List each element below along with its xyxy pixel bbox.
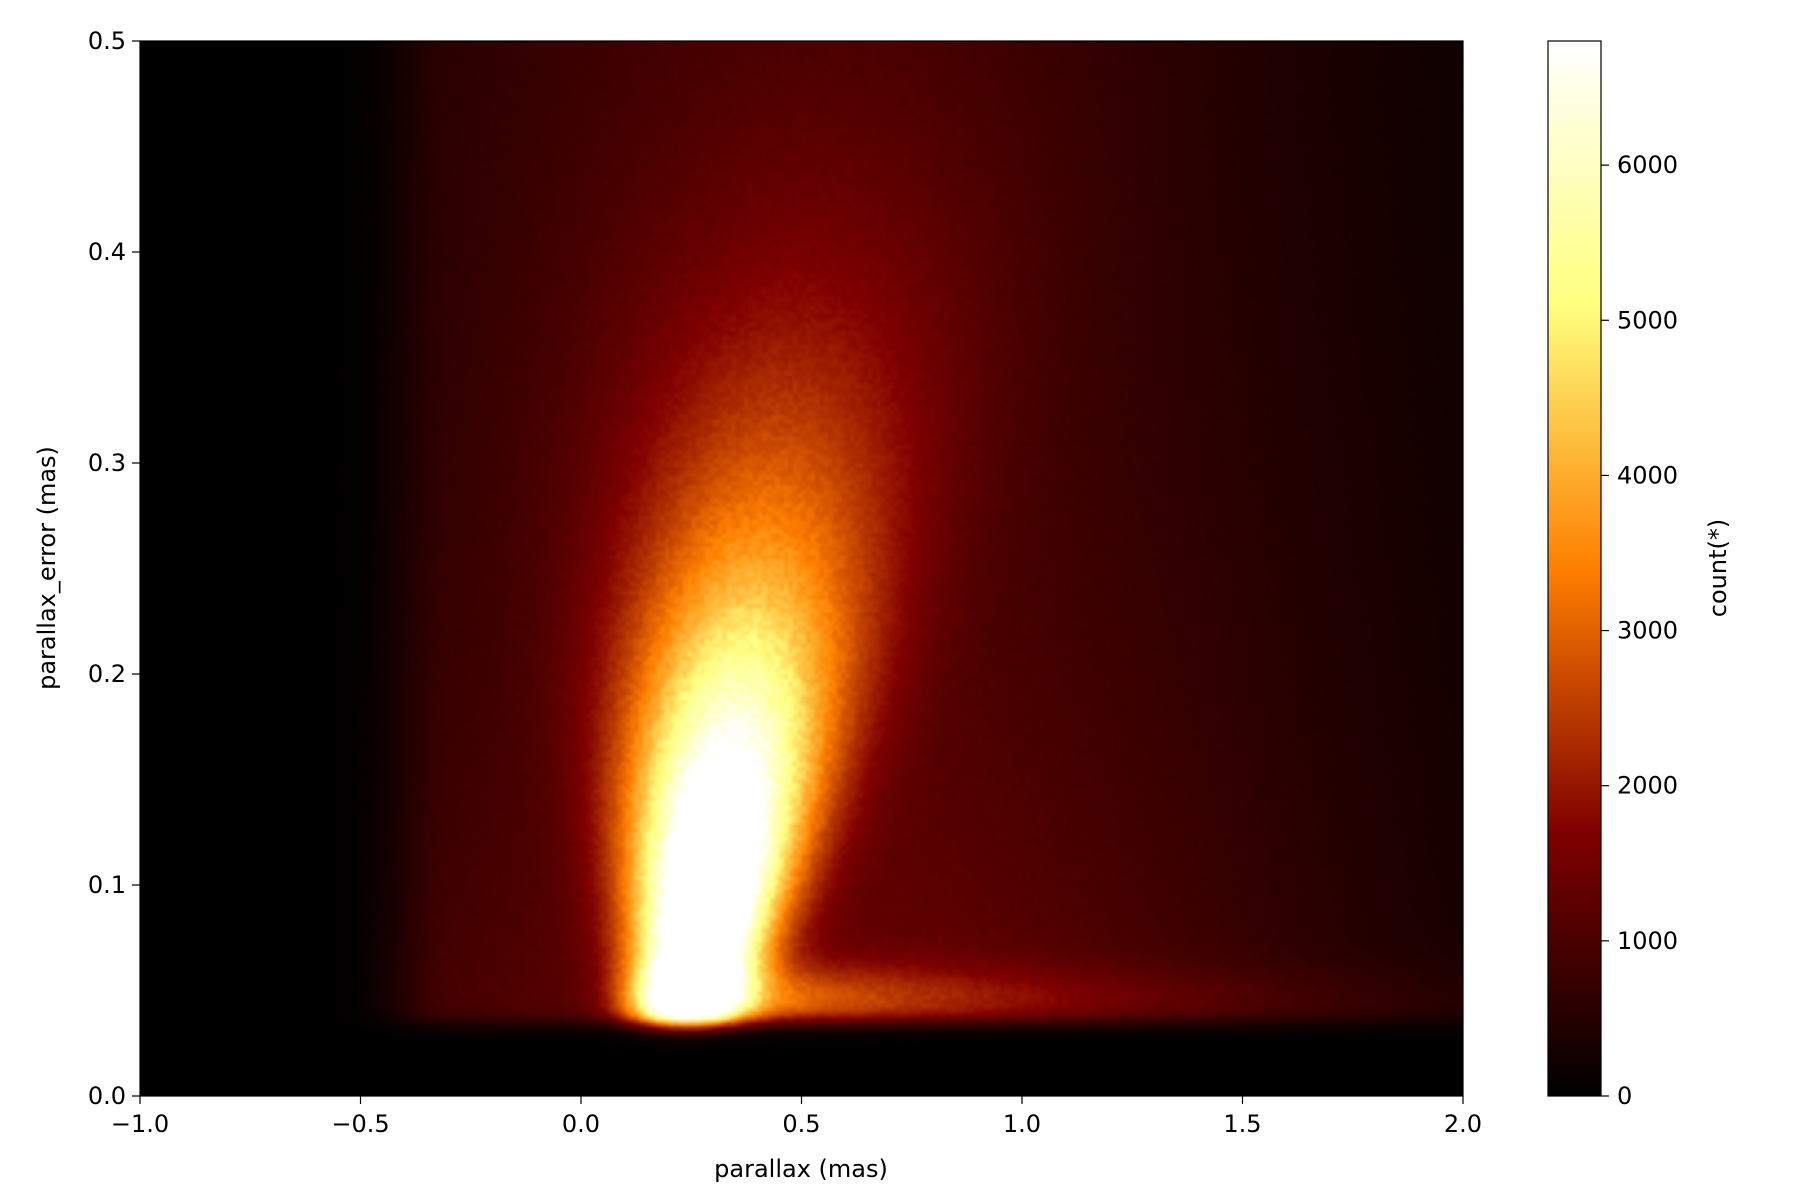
- colorbar-tick-label: 6000: [1617, 151, 1678, 179]
- y-tick-label: 0.1: [88, 871, 126, 899]
- heatmap-image: [140, 41, 1463, 1096]
- colorbar-gradient: [1548, 41, 1601, 1096]
- x-axis-label: parallax (mas): [714, 1155, 888, 1183]
- y-tick-label: 0.2: [88, 660, 126, 688]
- x-tick-label: 2.0: [1444, 1110, 1482, 1138]
- colorbar-tick-label: 5000: [1617, 306, 1678, 334]
- colorbar-frame: [1547, 40, 1602, 1097]
- colorbar-tick-label: 1000: [1617, 927, 1678, 955]
- x-tick-label: −0.5: [331, 1110, 389, 1138]
- colorbar: 0 1000 2000 3000 4000 5000 6000 count(*): [1547, 40, 1732, 1110]
- y-axis: 0.0 0.1 0.2 0.3 0.4 0.5: [88, 27, 140, 1110]
- colorbar-tick-label: 2000: [1617, 772, 1678, 800]
- x-tick-label: −1.0: [111, 1110, 169, 1138]
- y-tick-label: 0.3: [88, 449, 126, 477]
- y-tick-label: 0.5: [88, 27, 126, 55]
- x-axis: −1.0 −0.5 0.0 0.5 1.0 1.5 2.0: [111, 1096, 1482, 1138]
- plot-area: [139, 40, 1464, 1097]
- x-tick-label: 0.0: [562, 1110, 600, 1138]
- colorbar-tick-label: 0: [1617, 1082, 1632, 1110]
- colorbar-tick-label: 4000: [1617, 461, 1678, 489]
- colorbar-ticks: 0 1000 2000 3000 4000 5000 6000: [1601, 151, 1678, 1110]
- y-tick-label: 0.4: [88, 238, 126, 266]
- x-tick-label: 1.0: [1003, 1110, 1041, 1138]
- x-tick-label: 0.5: [782, 1110, 820, 1138]
- colorbar-tick-label: 3000: [1617, 617, 1678, 645]
- x-tick-label: 1.5: [1223, 1110, 1261, 1138]
- colorbar-label: count(*): [1704, 519, 1732, 617]
- y-axis-label: parallax_error (mas): [33, 446, 61, 690]
- y-tick-label: 0.0: [88, 1082, 126, 1110]
